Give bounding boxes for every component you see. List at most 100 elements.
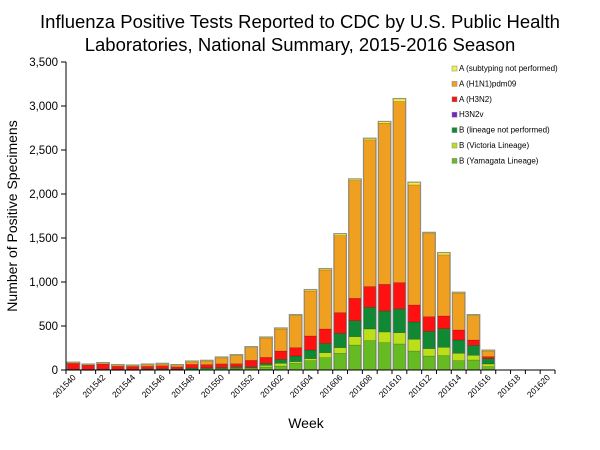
x-tick-label: 201604 [288,372,315,399]
bar-201601 [259,336,273,371]
bar-segment [348,336,362,346]
bar-segment [304,289,317,292]
bar-segment [141,364,154,366]
y-tick-label: 500 [39,321,58,333]
bar-segment [422,348,436,357]
x-tick-label: 201608 [347,372,374,399]
bar-segment [289,355,302,362]
bar-segment [141,366,154,370]
bar-segment [452,353,465,361]
bar-segment [259,363,273,366]
bar-segment [437,355,451,371]
y-tick-label: 0 [52,365,58,377]
bar-segment [289,363,302,371]
legend-swatch [451,142,458,149]
bar-201608 [362,137,377,371]
legend-label: B (lineage not performed) [459,126,550,135]
bar-segment [422,232,436,317]
bar-segment [482,358,495,365]
bar-segment [408,339,421,352]
chart-title-line-1: Influenza Positive Tests Reported to CDC… [40,11,560,32]
bar-201603 [288,314,303,371]
bar-segment [482,356,495,359]
bar-segment [67,363,80,370]
bar-segment [482,350,495,357]
bar-segment [319,268,332,271]
bar-segment [437,315,451,329]
bar-segment [319,343,332,353]
bar-segment [319,328,332,344]
bar-segment [259,337,273,339]
legend-label: A (H1N1)pdm09 [459,79,517,88]
bar-segment [393,308,406,333]
legend-swatch [451,111,458,118]
bar-segment [437,254,451,317]
bar-segment [378,122,391,285]
bar-segment [482,350,495,352]
bar-201547 [170,363,185,371]
bar-segment [467,355,480,361]
legend-label: B (Victoria Lineage) [459,141,529,150]
bar-201609 [377,120,392,371]
bar-segment [437,328,451,348]
legend-swatch [451,81,458,87]
bar-segment [452,339,465,354]
bar-201615 [466,314,481,371]
bar-segment [467,314,480,316]
bar-segment [200,367,213,370]
x-tick-label: 201544 [110,372,137,399]
legend: A (subtyping not performed) A (H1N1)pdm09… [451,64,558,165]
bar-201540 [66,361,81,371]
bar-segment [437,347,451,356]
x-tick-label: 201616 [466,372,493,399]
y-tick-label: 1,000 [29,277,58,289]
bar-segment [333,312,347,334]
bar-segment [482,363,495,367]
bar-segment [378,331,391,343]
bar-segment [230,363,243,368]
bar-201548 [185,360,199,371]
bar-segment [422,232,436,234]
bar-201543 [110,363,125,371]
bar-segment [274,328,288,352]
bar-segment [319,357,332,371]
bar-segment [348,320,362,337]
bar-segment [319,352,332,358]
bar-segment [393,101,406,283]
bar-segment [259,337,273,358]
bar-segment [452,360,465,371]
bar-201545 [140,363,155,371]
bar-segment [363,139,376,287]
bar-segment [185,361,199,363]
x-tick-label: 201546 [140,372,167,399]
bar-segment [126,365,139,367]
bar-segment [289,315,302,348]
x-tick-label: 201620 [525,372,552,399]
bar-segment [348,178,362,181]
bar-segment [156,365,169,370]
bar-segment [333,333,347,348]
y-tick-label: 2,000 [29,189,58,201]
bar-segment [378,310,391,333]
y-axis-ticks: 0 500 1,000 1,500 2,000 2,500 3,000 3,500 [29,57,66,377]
bar-segment [274,328,288,330]
legend-item: A (subtyping not performed) [451,64,558,73]
bar-segment [467,345,480,356]
bar-segment [378,342,391,371]
bar-201541 [81,363,96,371]
bar-segment [185,367,199,370]
bar-segment [67,362,80,364]
chart-title-line-2: Laboratories, National Summary, 2015-201… [85,34,516,55]
bar-201612 [422,231,436,371]
bar-segment [408,184,421,306]
bar-segment [467,359,480,371]
x-tick-label: 201614 [436,372,463,399]
x-axis-ticks: 201540 201542 201544 201546 201548 201550 2015… [51,370,556,399]
y-axis-label: Number of Positive Specimens [4,120,20,311]
bars [66,97,496,371]
bar-segment [215,363,228,368]
bar-201602 [273,327,288,371]
bar-segment [245,360,258,368]
x-tick-label: 201606 [317,372,344,399]
x-tick-label: 201550 [199,372,226,399]
